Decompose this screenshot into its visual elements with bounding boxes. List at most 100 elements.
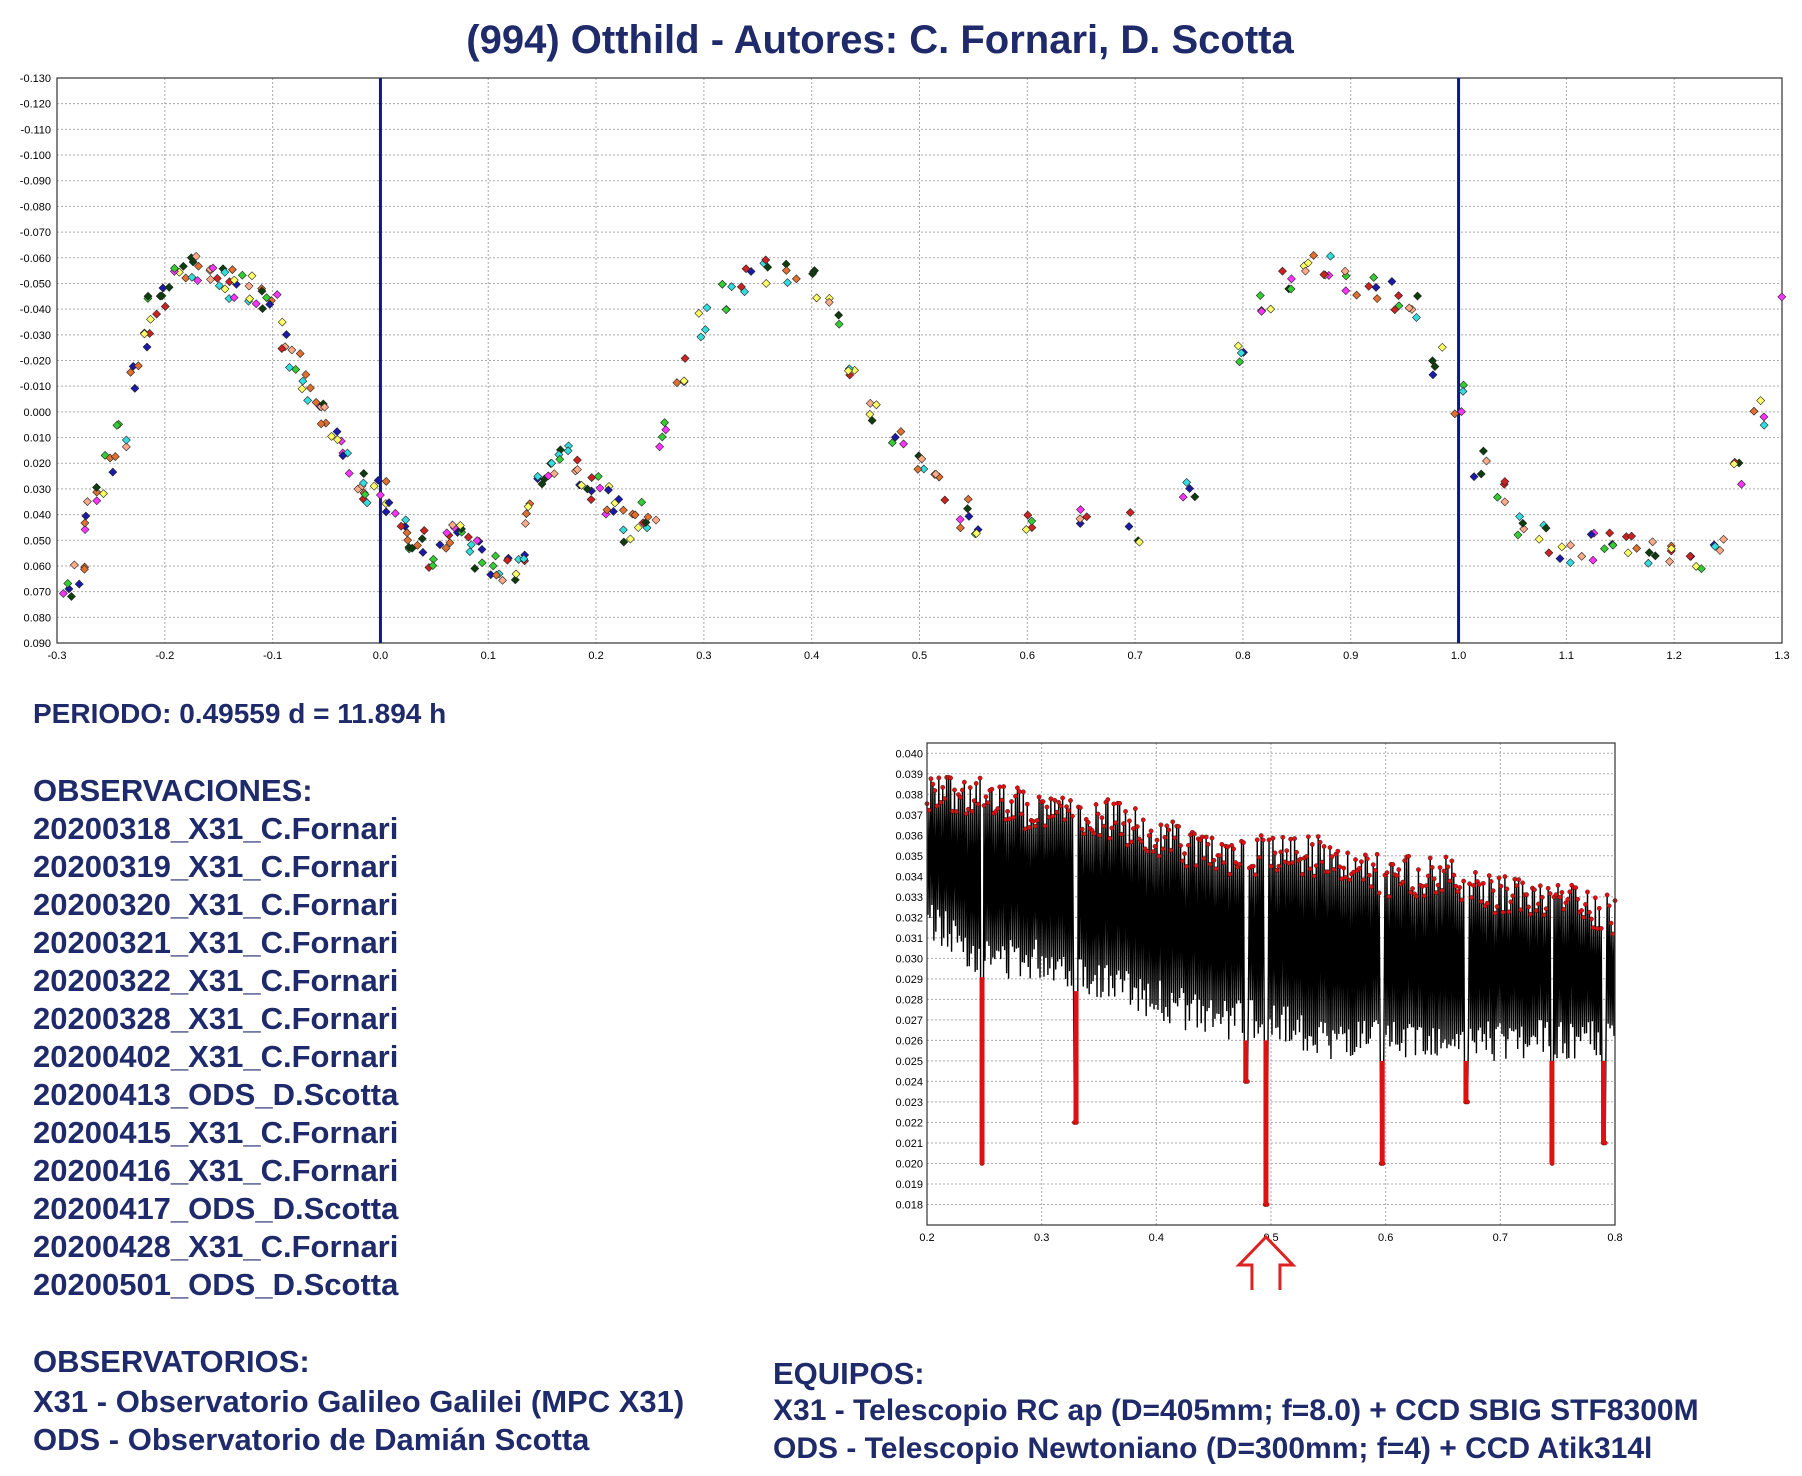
data-point (188, 257, 198, 267)
data-point (1484, 900, 1490, 906)
data-point (1685, 551, 1695, 561)
data-point (1325, 869, 1331, 875)
data-point (1178, 843, 1183, 848)
y-tick-label: 0.038 (895, 789, 923, 801)
data-point (311, 397, 321, 407)
data-point (1211, 858, 1217, 863)
data-point (442, 528, 452, 538)
data-point (1366, 872, 1372, 878)
data-point (1541, 523, 1551, 533)
data-point (940, 784, 946, 790)
data-point (1756, 396, 1766, 405)
data-point (1455, 889, 1461, 895)
data-point (913, 464, 923, 474)
data-point (1514, 883, 1520, 889)
data-point (1394, 291, 1404, 301)
data-point (1144, 848, 1150, 854)
data-point (511, 569, 521, 579)
data-point (1009, 799, 1014, 804)
data-point (969, 809, 975, 814)
data-point (1559, 890, 1565, 895)
data-point (1535, 901, 1541, 907)
data-point (609, 507, 618, 516)
data-point (1573, 885, 1579, 891)
list-item: 20200319_X31_C.Fornari (33, 849, 399, 884)
data-point (1347, 877, 1352, 883)
data-point (332, 427, 342, 437)
data-point (139, 329, 149, 339)
data-point (865, 409, 875, 419)
data-point (441, 543, 451, 553)
data-point (1486, 873, 1492, 878)
data-point (1317, 839, 1323, 845)
y-tick-label: 0.026 (895, 1035, 923, 1047)
data-point (1241, 840, 1246, 845)
data-point (1235, 357, 1245, 367)
data-point (1027, 516, 1037, 526)
data-point (1070, 813, 1075, 819)
data-point (69, 560, 79, 570)
data-point (1435, 882, 1441, 888)
data-point (99, 489, 108, 499)
data-point (1579, 908, 1584, 913)
data-point (1606, 903, 1612, 909)
data-point (1437, 865, 1443, 870)
data-point (967, 785, 973, 790)
data-point (1428, 370, 1438, 380)
data-point (1537, 883, 1543, 889)
data-point (1541, 912, 1547, 918)
data-point (1125, 508, 1135, 517)
data-point (1156, 853, 1162, 859)
data-point (401, 515, 411, 525)
data-point (954, 809, 959, 814)
data-point (1054, 809, 1060, 815)
y-tick-label: -0.060 (20, 253, 51, 265)
data-point (1274, 867, 1280, 873)
data-point (1759, 420, 1769, 430)
data-point (1288, 836, 1294, 842)
data-point (1441, 868, 1447, 874)
data-point (521, 519, 530, 528)
data-point (1160, 846, 1166, 852)
equipos-heading: EQUIPOS: (773, 1356, 925, 1391)
data-point (887, 438, 897, 448)
data-point (1032, 823, 1038, 829)
data-point (633, 523, 643, 532)
data-point (696, 332, 706, 342)
data-point (995, 806, 1001, 811)
data-point (1199, 834, 1205, 840)
data-point (360, 490, 370, 499)
data-point (1095, 811, 1101, 817)
data-point (1034, 818, 1040, 823)
data-point (952, 787, 957, 793)
data-point (193, 276, 203, 285)
data-point (295, 349, 305, 359)
data-point (1520, 880, 1525, 886)
data-point (477, 558, 487, 568)
data-point (191, 251, 201, 261)
data-point (1588, 555, 1598, 565)
data-point (1544, 548, 1554, 558)
x-tick-label: -0.2 (155, 650, 174, 662)
data-point (1437, 342, 1447, 352)
data-point (1001, 784, 1007, 789)
data-point (1513, 530, 1523, 540)
data-point (1586, 529, 1596, 539)
data-point (1121, 821, 1126, 826)
data-point (1075, 519, 1085, 528)
data-point (1421, 893, 1427, 899)
data-point (1598, 926, 1604, 931)
data-point (1258, 833, 1264, 838)
data-point (503, 555, 512, 565)
data-point (1376, 890, 1382, 896)
data-point (555, 454, 565, 464)
data-point (247, 271, 257, 281)
data-point (327, 431, 336, 441)
data-point (1369, 273, 1379, 282)
data-point (1185, 484, 1195, 493)
data-point (1257, 306, 1266, 316)
data-point (630, 510, 640, 520)
data-point (1193, 863, 1199, 869)
data-point (1254, 837, 1260, 843)
data-point (208, 263, 218, 273)
